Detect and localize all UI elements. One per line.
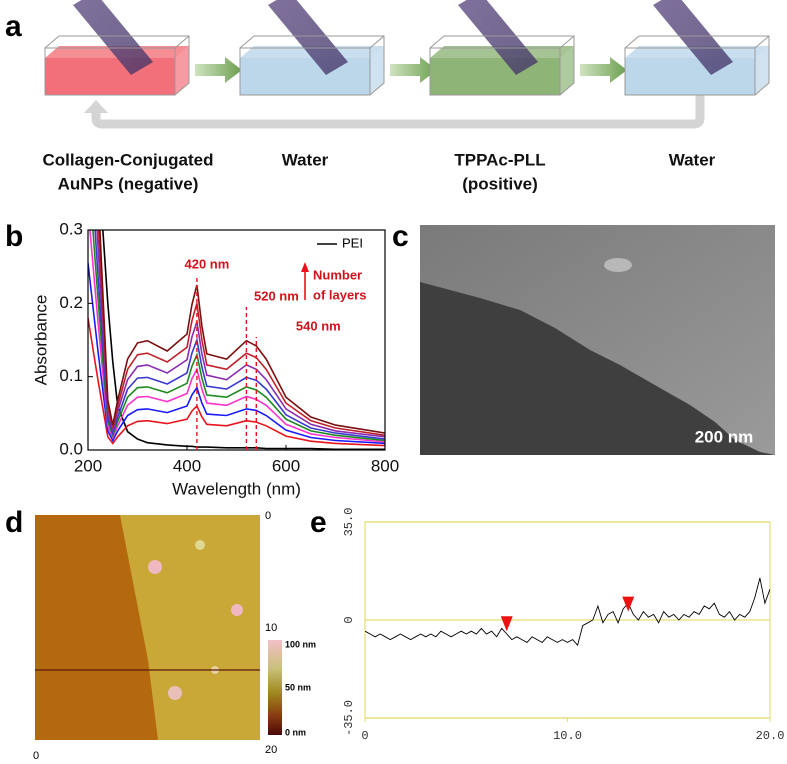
tank-liquid-side — [560, 46, 574, 95]
step-label: Water — [669, 150, 716, 169]
panel-label: d — [5, 506, 23, 539]
afm-tick-label: 20 — [265, 744, 277, 756]
tank-liquid — [240, 58, 370, 95]
tank-liquid-side — [370, 46, 384, 95]
colorbar — [268, 640, 282, 735]
scale-bar — [705, 455, 743, 463]
annotation: of layers — [313, 287, 366, 302]
afm-particle — [148, 560, 162, 574]
tank-outline — [429, 35, 575, 96]
series-line — [89, 230, 385, 443]
slide — [73, 0, 153, 75]
tank-outline — [624, 35, 770, 96]
x-tick-label: 800 — [371, 456, 399, 475]
tank-outline — [239, 35, 385, 96]
step-arrow — [580, 57, 627, 83]
series-line — [88, 262, 385, 445]
chart-b: 200 400 600 800 0.0 0.1 0.2 0.3 Wavelength (nm) A… — [31, 219, 399, 498]
x-tick-label: 20.0 — [756, 729, 785, 743]
step-arrow — [390, 57, 437, 83]
series-group — [88, 230, 385, 450]
x-tick-label: 0 — [361, 729, 368, 743]
return-arrow — [91, 95, 705, 129]
cursor-marker — [622, 596, 635, 612]
diagram — [44, 0, 770, 129]
tank-liquid-side — [755, 46, 769, 95]
step-label: (positive) — [462, 174, 538, 193]
step-label: Water — [282, 150, 329, 169]
legend-label: PEI — [342, 235, 363, 250]
sem-particle — [604, 258, 632, 272]
x-tick-label: 600 — [272, 456, 300, 475]
afm-tick-label: 0 — [33, 750, 39, 762]
x-tick-label: 200 — [74, 456, 102, 475]
y-tick-label: 0.1 — [59, 366, 83, 385]
panel-label: b — [5, 220, 23, 253]
tank-liquid — [45, 58, 175, 95]
panel-label: e — [310, 506, 327, 539]
slide — [458, 0, 538, 75]
layer-arrow-head — [301, 262, 309, 272]
return-arrow-head — [84, 100, 108, 113]
y-tick-label: 0.0 — [59, 439, 83, 458]
y-tick-label: 0.2 — [59, 293, 83, 312]
x-tick-label: 400 — [173, 456, 201, 475]
panel-label: c — [392, 220, 409, 253]
series-line — [96, 230, 385, 438]
colorbar-label: 50 nm — [285, 682, 311, 692]
step-arrow — [195, 57, 242, 83]
series-line — [97, 230, 385, 437]
peak-label: 540 nm — [296, 318, 341, 333]
tank-outline — [44, 35, 190, 96]
x-tick-label: 10.0 — [553, 729, 582, 743]
sem-image: 200 nm — [420, 225, 775, 463]
step-label: TPPAc-PLL — [454, 150, 545, 169]
tank-liquid — [625, 58, 755, 95]
afm-particle — [168, 686, 182, 700]
afm-particle — [195, 540, 205, 550]
afm-tick-label: 10 — [265, 622, 277, 634]
afm-image: 0 10 20 0 100 nm 50 nm 0 nm — [33, 510, 316, 762]
series-line — [99, 230, 385, 434]
series-line — [102, 230, 385, 450]
x-axis-label: Wavelength (nm) — [172, 479, 301, 498]
series-group — [365, 577, 770, 647]
afm-tick-label: 0 — [265, 510, 271, 522]
y-tick-label: 35.0 — [342, 508, 356, 537]
colorbar-label: 0 nm — [285, 727, 306, 737]
series-line — [94, 230, 385, 440]
scale-bar-label: 200 nm — [695, 427, 754, 446]
profile-line — [365, 577, 770, 647]
slide — [268, 0, 348, 75]
tank-liquid — [430, 58, 560, 95]
peak-label: 520 nm — [254, 288, 299, 303]
annotation: Number — [313, 267, 362, 282]
afm-particle — [231, 604, 243, 616]
series-line — [88, 317, 385, 447]
tank-liquid-side — [175, 46, 189, 95]
sem-film — [420, 225, 775, 455]
peak-label: 420 nm — [184, 256, 229, 271]
y-axis-label: Absorbance — [31, 295, 50, 386]
y-tick-label: 0 — [342, 616, 356, 623]
slide — [653, 0, 733, 75]
step-label: AuNPs (negative) — [58, 174, 199, 193]
y-tick-label: 0.3 — [59, 219, 83, 238]
series-line — [92, 230, 385, 442]
panel-label: a — [5, 10, 22, 43]
y-tick-label: -35.0 — [342, 700, 356, 736]
plot-frame — [87, 229, 386, 451]
cursor-marker — [500, 616, 513, 632]
chart-e: 35.0 0 -35.0 0 10.0 20.0 — [342, 508, 784, 744]
step-label: Collagen-Conjugated — [43, 150, 214, 169]
colorbar-label: 100 nm — [285, 639, 316, 649]
